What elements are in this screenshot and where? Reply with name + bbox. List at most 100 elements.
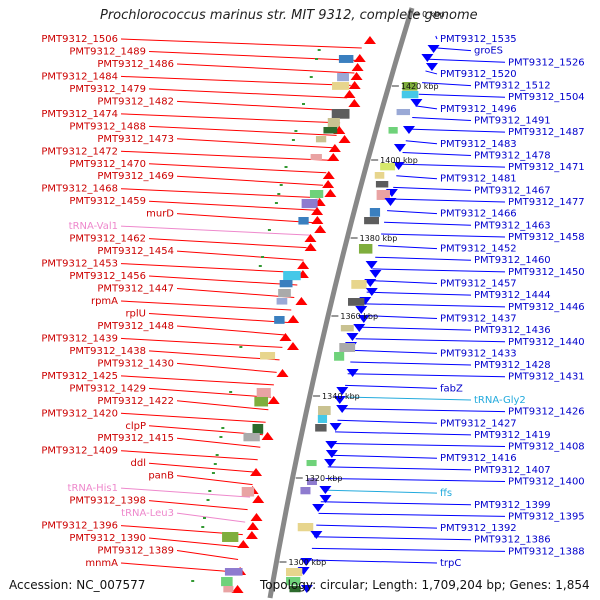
forward-gene-arrow: [348, 81, 361, 89]
label-connector: [309, 559, 438, 564]
feature-block: [256, 388, 271, 398]
left-gene-label: tRNA-His1: [68, 483, 118, 494]
forward-gene-arrow: [322, 171, 335, 179]
right-gene-label: fabZ: [440, 383, 463, 394]
right-gene-label: PMT9312_1452: [440, 244, 517, 255]
reverse-gene-arrow: [300, 558, 313, 566]
feature-block: [298, 217, 309, 225]
label-connector: [428, 58, 506, 63]
left-gene-label: PMT9312_1472: [41, 146, 118, 157]
forward-gene-arrow: [245, 531, 258, 539]
left-gene-label: PMT9312_1482: [97, 96, 174, 107]
left-gene-label: tRNA-Leu3: [121, 508, 174, 519]
right-gene-label: PMT9312_1491: [474, 116, 551, 127]
right-gene-label: PMT9312_1395: [508, 511, 585, 522]
right-gene-label: PMT9312_1437: [440, 313, 517, 324]
label-connector: [435, 35, 438, 40]
left-gene-label: PMT9312_1389: [97, 546, 174, 557]
right-gene-label: PMT9312_1463: [474, 220, 551, 231]
left-gene-label: PMT9312_1468: [41, 184, 118, 195]
right-gene-label: PMT9312_1466: [440, 209, 517, 220]
feature-block: [241, 487, 255, 497]
label-connector: [176, 325, 286, 336]
feature-block: [351, 280, 367, 289]
left-gene-label: PMT9312_1488: [69, 121, 146, 132]
feature-block: [306, 460, 317, 467]
right-gene-label: PMT9312_1407: [474, 465, 551, 476]
label-connector: [339, 408, 506, 413]
left-gene-label: PMT9312_1415: [97, 433, 174, 444]
left-gene-label: PMT9312_1454: [97, 246, 174, 257]
feature-block: [254, 397, 269, 407]
right-gene-label: PMT9312_1426: [508, 407, 585, 418]
accession-text: Accession: NC_007577: [9, 578, 146, 592]
gc-tick: [261, 256, 265, 258]
label-connector: [372, 268, 506, 273]
forward-gene-arrow: [250, 468, 263, 476]
left-gene-label: PMT9312_1470: [69, 159, 146, 170]
gc-tick: [211, 472, 215, 474]
feature-block: [221, 577, 233, 587]
label-connector: [148, 500, 248, 511]
right-gene-label: PMT9312_1433: [440, 348, 517, 359]
left-gene-label: PMT9312_1462: [69, 234, 146, 245]
feature-block: [283, 271, 301, 281]
forward-gene-arrow: [279, 333, 292, 341]
label-connector: [148, 238, 307, 249]
label-connector: [337, 419, 438, 424]
feature-block: [315, 424, 327, 432]
right-gene-label: PMT9312_1487: [508, 127, 585, 138]
feature-block: [318, 406, 331, 416]
reverse-gene-arrow: [325, 450, 338, 458]
feature-block: [301, 199, 318, 209]
ruler-label: 1400 kbp: [380, 156, 418, 165]
right-gene-label: PMT9312_1427: [440, 418, 517, 429]
label-connector: [361, 314, 438, 319]
reverse-gene-arrow: [364, 279, 377, 287]
right-gene-label: tRNA-Gly2: [474, 395, 526, 406]
feature-block: [327, 118, 340, 128]
forward-gene-arrow: [343, 90, 356, 98]
label-connector: [342, 396, 472, 401]
gc-tick: [191, 580, 195, 582]
label-connector: [176, 400, 269, 411]
forward-gene-arrow: [351, 63, 364, 71]
reverse-gene-arrow: [384, 198, 397, 206]
label-connector: [399, 163, 506, 168]
left-gene-label: mnmA: [85, 558, 118, 569]
left-gene-label: PMT9312_1398: [69, 496, 146, 507]
right-gene-label: groES: [474, 46, 503, 57]
left-gene-label: PMT9312_1448: [97, 321, 174, 332]
right-gene-label: PMT9312_1483: [440, 139, 517, 150]
label-connector: [148, 275, 298, 286]
label-connector: [390, 198, 506, 203]
right-gene-label: PMT9312_1526: [508, 57, 585, 68]
left-gene-label: PMT9312_1439: [41, 333, 118, 344]
forward-gene-arrow: [353, 54, 366, 62]
label-connector: [393, 186, 472, 191]
right-gene-label: PMT9312_1504: [508, 92, 585, 103]
feature-block: [310, 154, 322, 161]
kbp-ruler: 0 kbp 1420 kbp 1400 kbp 1380 kbp 1360 kbp 134…: [279, 10, 445, 567]
label-connector: [176, 63, 355, 74]
reverse-gene-arrow: [319, 495, 332, 503]
gene-labels: PMT9312_1506PMT9312_1489PMT9312_1486PMT9…: [41, 34, 584, 569]
right-gene-label: PMT9312_1440: [508, 337, 585, 348]
gc-tick: [213, 463, 217, 465]
gc-tick: [201, 526, 205, 528]
forward-gene-arrow: [324, 189, 337, 197]
label-connectors: [120, 35, 506, 573]
forward-gene-arrow: [276, 369, 289, 377]
feature-block: [297, 523, 314, 532]
feature-block: [286, 568, 303, 577]
left-gene-label: clpP: [125, 421, 146, 432]
label-connector: [120, 188, 320, 199]
label-connector: [120, 75, 351, 86]
reverse-gene-arrow: [410, 99, 423, 107]
feature-block: [289, 586, 301, 593]
right-gene-label: PMT9312_1388: [508, 546, 585, 557]
label-connector: [378, 245, 438, 250]
left-gene-label: PMT9312_1409: [41, 446, 118, 457]
right-gene-label: PMT9312_1400: [508, 476, 585, 487]
label-connector: [148, 200, 317, 211]
